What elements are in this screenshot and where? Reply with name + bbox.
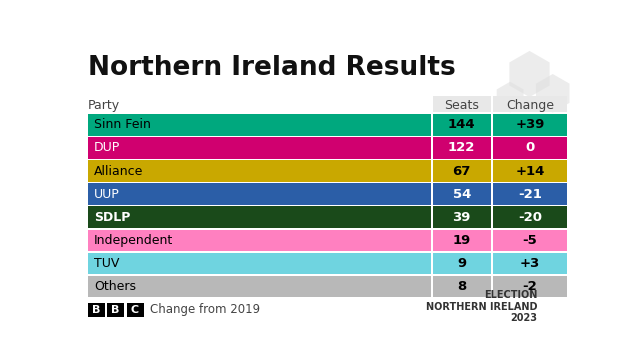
Bar [433,253,491,274]
Text: 54: 54 [452,188,471,201]
Text: Northern Ireland Results: Northern Ireland Results [88,55,456,81]
Bar [493,137,566,159]
Bar [433,114,491,136]
Text: ELECTION
NORTHERN IRELAND
2023: ELECTION NORTHERN IRELAND 2023 [426,290,537,323]
Text: 39: 39 [452,211,471,224]
Bar [433,95,491,112]
Bar [433,137,491,159]
Text: 9: 9 [457,257,467,270]
Text: 19: 19 [452,234,471,247]
Text: Independent: Independent [94,234,173,247]
Text: -21: -21 [518,188,542,201]
Text: Others: Others [94,280,136,293]
Bar [88,114,431,136]
Text: 8: 8 [457,280,467,293]
Text: Alliance: Alliance [94,165,143,177]
Text: Change from 2019: Change from 2019 [150,303,260,316]
Text: TUV: TUV [94,257,119,270]
Bar [433,206,491,228]
Text: +3: +3 [520,257,540,270]
Text: -5: -5 [522,234,537,247]
Text: C: C [131,305,139,315]
Bar [88,206,431,228]
Text: 67: 67 [452,165,471,177]
Text: SDLP: SDLP [94,211,131,224]
Text: Sinn Fein: Sinn Fein [94,118,151,131]
Bar [493,230,566,251]
Bar [433,276,491,297]
Bar [433,230,491,251]
Text: B: B [92,305,100,315]
Bar [88,303,105,316]
Text: Change: Change [506,99,554,112]
Bar [88,137,431,159]
Text: +14: +14 [515,165,545,177]
Bar [493,95,566,112]
Bar [88,253,431,274]
Bar [88,160,431,182]
Text: UUP: UUP [94,188,120,201]
Text: +39: +39 [515,118,545,131]
Bar [107,303,124,316]
Text: DUP: DUP [94,141,120,154]
Bar [493,206,566,228]
Bar [493,276,566,297]
Text: Seats: Seats [444,99,479,112]
Text: -20: -20 [518,211,542,224]
Text: 144: 144 [448,118,476,131]
Bar [493,114,566,136]
Text: Party: Party [88,99,120,112]
Bar [493,253,566,274]
Text: 0: 0 [525,141,534,154]
Text: B: B [111,305,120,315]
Bar [127,303,143,316]
Bar [493,160,566,182]
Text: 122: 122 [448,141,476,154]
Bar [493,183,566,205]
Bar [433,183,491,205]
Bar [88,183,431,205]
Text: -2: -2 [522,280,537,293]
Bar [88,230,431,251]
Bar [88,276,431,297]
Bar [433,160,491,182]
